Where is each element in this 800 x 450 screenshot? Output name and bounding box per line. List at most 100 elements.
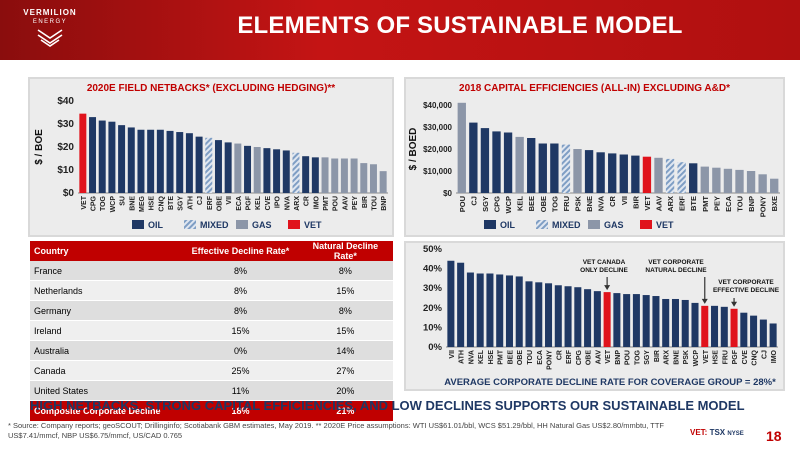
x-category-label: CR — [304, 196, 311, 206]
decline-chart: 0%10%20%30%40%50%VII ATH NVA KEL HSE PMT BEE OB… — [423, 244, 780, 388]
bar — [654, 157, 663, 193]
country-cell: Netherlands — [30, 280, 184, 301]
bar — [642, 295, 650, 347]
bar — [758, 174, 767, 193]
x-category-label: KEL — [255, 195, 262, 210]
legend-label-mixed: MIXED — [200, 220, 229, 230]
bar — [447, 260, 455, 347]
bar — [340, 158, 348, 193]
bar — [584, 289, 592, 347]
vet-bar — [730, 308, 738, 347]
bar — [691, 302, 699, 347]
legend-swatch-mixed — [536, 220, 548, 229]
x-category-label: MEG — [139, 195, 146, 212]
country-cell: Ireland — [30, 320, 184, 341]
x-category-label: PMT — [323, 195, 330, 211]
x-category-label: HSE — [149, 196, 156, 211]
bar — [331, 158, 339, 193]
bar — [496, 274, 504, 347]
bar — [759, 319, 767, 347]
logo-subtext: ENERGY — [32, 19, 68, 25]
x-category-label: OBE — [586, 350, 593, 366]
x-category-label: AAV — [342, 196, 349, 211]
x-category-label: SU — [120, 196, 127, 206]
vermilion-logo: VERMILION ENERGY — [14, 8, 86, 50]
x-category-label: CJ — [469, 196, 478, 206]
bar — [505, 275, 513, 347]
bar — [360, 163, 368, 193]
bar — [584, 150, 594, 193]
bar — [214, 140, 222, 193]
legend-swatch-gas — [588, 220, 600, 229]
bar — [527, 138, 536, 193]
x-category-label: TOG — [550, 196, 559, 212]
bar — [457, 102, 466, 193]
vet-bar — [701, 305, 709, 347]
table-row: Ireland 15% 15% — [30, 320, 393, 341]
legend-swatch-mixed — [184, 220, 196, 229]
bar — [723, 168, 733, 193]
x-category-label: BIR — [654, 350, 661, 362]
effective-cell: 25% — [183, 360, 298, 381]
x-category-label: BNE — [673, 350, 680, 365]
bar — [98, 120, 106, 193]
bar — [205, 137, 213, 193]
table-row: France 8% 8% — [30, 261, 393, 281]
ticker-logo: VET: TSX NYSE — [690, 428, 744, 437]
bar — [623, 294, 631, 347]
x-category-label: HSE — [713, 350, 720, 365]
bar — [137, 129, 145, 193]
x-category-label: CNQ — [158, 195, 165, 211]
bar — [89, 117, 97, 193]
bar — [480, 128, 490, 193]
capital-efficiency-chart-title: 2018 CAPITAL EFFICIENCIES (ALL-IN) EXCLU… — [459, 83, 730, 94]
vet-bar — [642, 156, 652, 193]
bar — [127, 127, 135, 193]
x-category-label: AAV — [655, 196, 664, 211]
country-cell: Australia — [30, 340, 184, 361]
country-cell: France — [30, 261, 184, 281]
bar — [176, 132, 184, 193]
bar — [156, 129, 164, 193]
x-category-label: FRU — [562, 196, 571, 211]
x-category-label: NVA — [468, 350, 475, 364]
x-category-label: PEY — [352, 196, 359, 210]
x-category-label: ATH — [459, 350, 466, 364]
total-label: Composite Corporate Decline — [30, 400, 184, 422]
bar — [195, 136, 203, 193]
bar — [147, 129, 155, 193]
legend-swatch-vet — [288, 220, 300, 229]
x-category-label: BIR — [362, 196, 369, 208]
x-category-label: BNP — [747, 196, 756, 212]
x-category-label: VII — [226, 196, 233, 205]
x-category-label: CVE — [265, 196, 272, 211]
bar — [166, 130, 174, 193]
total-effective: 18% — [183, 400, 298, 422]
y-tick-label: 20% — [423, 303, 443, 314]
x-category-label: VET — [643, 196, 652, 211]
bar — [665, 158, 675, 193]
bar — [681, 299, 689, 347]
bar — [476, 273, 484, 347]
table-row: Germany 8% 8% — [30, 300, 393, 321]
y-tick-label: 30% — [423, 283, 443, 294]
country-cell: Germany — [30, 300, 184, 321]
y-tick-label: $30,000 — [423, 123, 452, 132]
x-category-label: BNE — [585, 196, 594, 212]
bar — [350, 158, 358, 193]
y-tick-label: $10,000 — [423, 167, 452, 176]
x-category-label: PONY — [547, 350, 554, 370]
x-category-label: TOU — [371, 196, 378, 211]
country-cell: United States — [30, 380, 184, 401]
bar — [769, 323, 777, 347]
x-category-label: CPG — [576, 349, 583, 365]
x-category-label: PMT — [498, 349, 505, 365]
y-tick-label: $20 — [57, 142, 74, 153]
bar — [515, 136, 524, 193]
bar — [652, 296, 660, 347]
x-category-label: PEY — [712, 196, 721, 211]
y-tick-label: 40% — [423, 264, 443, 275]
bar — [613, 293, 621, 347]
x-category-label: OBE — [517, 350, 524, 366]
